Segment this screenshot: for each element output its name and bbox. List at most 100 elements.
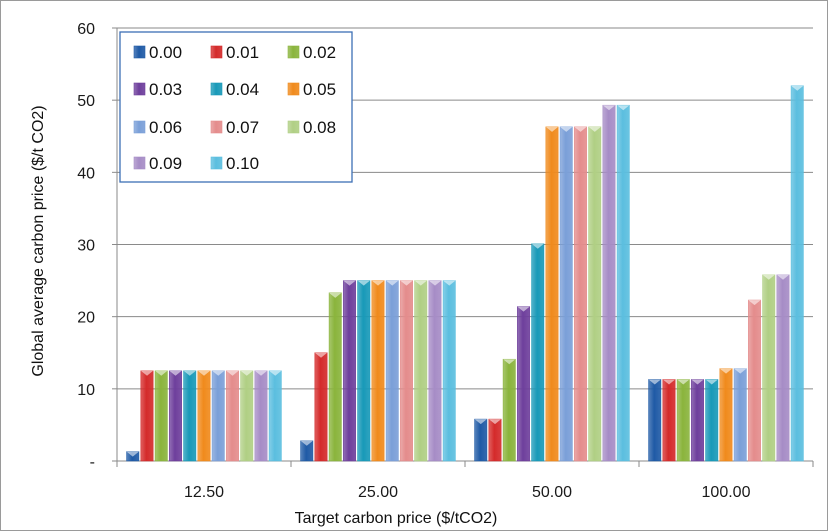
bar-cap <box>719 368 733 374</box>
bar-cap <box>560 126 573 132</box>
bar-cap <box>748 300 761 306</box>
x-tick-label: 12.50 <box>184 484 224 501</box>
x-tick-label: 100.00 <box>702 484 751 501</box>
bar <box>211 370 225 462</box>
bar-cap <box>545 126 559 132</box>
bar <box>559 126 573 462</box>
bar-cap <box>443 280 456 286</box>
bar-cap <box>474 419 487 425</box>
bar <box>676 379 690 462</box>
y-tick-label: 30 <box>77 238 95 255</box>
legend-swatch <box>133 120 146 134</box>
bar <box>733 368 747 462</box>
bar <box>588 126 602 462</box>
legend-swatch <box>133 82 146 96</box>
bar-cap <box>314 352 328 358</box>
bar-cap <box>197 370 211 376</box>
y-tick-label: 10 <box>77 382 95 399</box>
bar <box>154 370 168 462</box>
bar <box>502 358 516 462</box>
bar <box>240 370 254 462</box>
legend: 0.00 0.01 0.02 0.03 0.04 0.05 0.06 0.07 0.08 0.09… <box>119 31 353 183</box>
bar-cap <box>371 280 385 286</box>
legend-label: 0.03 <box>149 80 182 99</box>
bar <box>357 280 371 462</box>
bar <box>531 243 545 462</box>
legend-swatch <box>287 82 300 96</box>
y-tick-label: 40 <box>77 165 95 182</box>
bar-cap <box>691 379 704 385</box>
bar <box>545 126 559 462</box>
bar <box>776 274 790 462</box>
bar-cap <box>734 368 747 374</box>
bar-cap <box>343 280 356 286</box>
bar <box>748 299 761 462</box>
bar <box>197 370 211 462</box>
bar-cap <box>400 280 413 286</box>
axis-labels: - 10 20 30 40 50 60 12.50 25.00 50.00 100.00 <box>77 21 750 501</box>
bar <box>602 104 616 462</box>
bar <box>328 292 342 462</box>
legend-swatch <box>287 120 300 134</box>
legend-label: 0.05 <box>303 80 336 99</box>
legend-swatch <box>133 156 146 170</box>
x-axis-title: Target carbon price ($/tCO2) <box>295 510 498 527</box>
legend-label: 0.04 <box>226 80 259 99</box>
y-tick-label: 20 <box>77 310 95 327</box>
bar-cap <box>300 440 313 446</box>
bar <box>662 379 676 462</box>
y-tick-label: - <box>90 454 95 471</box>
bar <box>226 370 239 462</box>
bar <box>442 280 456 462</box>
bar-cap <box>677 379 690 385</box>
bar <box>719 368 733 462</box>
bar <box>400 280 413 462</box>
y-tick-label: 50 <box>77 93 95 110</box>
legend-swatch <box>210 45 223 59</box>
bar-cap <box>574 126 587 132</box>
bar-cap <box>226 370 239 376</box>
bar-cap <box>357 280 370 286</box>
bar <box>574 126 587 462</box>
legend-swatch <box>287 45 300 59</box>
y-axis-title: Global average carbon price ($/t CO2) <box>30 105 47 376</box>
bars <box>126 85 804 462</box>
legend-label: 0.00 <box>149 43 182 62</box>
bar-cap <box>648 379 661 385</box>
bar-cap <box>791 85 804 91</box>
bar <box>314 352 328 462</box>
legend-label: 0.10 <box>226 154 259 173</box>
bar <box>488 418 502 462</box>
bar-cap <box>126 451 139 457</box>
bar-cap <box>329 292 342 298</box>
bar-cap <box>414 280 427 286</box>
bar <box>169 370 182 462</box>
legend-swatch <box>210 82 223 96</box>
bar-cap <box>662 379 676 385</box>
bar <box>474 418 488 462</box>
x-tick-label: 50.00 <box>532 484 572 501</box>
legend-label: 0.06 <box>149 118 182 137</box>
bar-cap <box>705 379 718 385</box>
bar <box>517 306 530 462</box>
bar-cap <box>762 274 775 280</box>
bar <box>691 379 704 462</box>
bar <box>343 280 356 462</box>
bar <box>254 370 268 462</box>
bar-cap <box>602 105 616 111</box>
bar <box>371 280 385 462</box>
y-tick-label: 60 <box>77 21 95 38</box>
bar-cap <box>240 370 253 376</box>
legend-box <box>119 31 353 183</box>
legend-swatch <box>133 45 146 59</box>
bar-cap <box>617 105 630 111</box>
legend-label: 0.07 <box>226 118 259 137</box>
legend-label: 0.02 <box>303 43 336 62</box>
legend-swatch <box>210 156 223 170</box>
bar <box>414 280 428 462</box>
bar-cap <box>386 280 399 286</box>
bar-cap <box>488 419 502 425</box>
bar <box>790 85 804 462</box>
